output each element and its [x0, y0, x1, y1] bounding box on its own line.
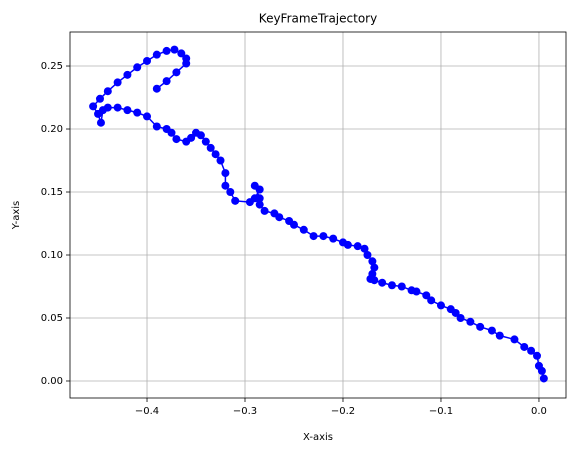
x-tick-label: −0.1	[429, 406, 453, 417]
point	[123, 106, 132, 115]
point	[231, 196, 240, 205]
point	[407, 286, 416, 295]
point	[182, 59, 191, 68]
x-tick-label: −0.3	[233, 406, 257, 417]
point	[456, 313, 465, 322]
y-tick-label: 0.10	[41, 250, 63, 261]
point	[299, 225, 308, 234]
point	[527, 346, 536, 355]
point	[201, 137, 210, 146]
point	[206, 143, 215, 152]
point	[211, 150, 220, 159]
point	[250, 181, 259, 190]
point	[495, 331, 504, 340]
x-axis-label: X-axis	[303, 432, 333, 443]
point	[123, 70, 132, 79]
point	[162, 125, 171, 134]
y-tick-label: 0.20	[41, 124, 63, 135]
point	[89, 102, 98, 111]
point	[94, 109, 103, 118]
point	[270, 209, 279, 218]
point	[397, 282, 406, 291]
y-tick-label: 0.05	[41, 313, 63, 324]
point	[387, 281, 396, 290]
point	[446, 305, 455, 314]
point	[353, 242, 362, 251]
point	[143, 112, 152, 121]
point	[476, 322, 485, 331]
point	[162, 46, 171, 55]
point	[255, 200, 264, 209]
trajectory-line	[92, 48, 545, 379]
point	[172, 68, 181, 77]
y-tick-label: 0.00	[41, 376, 63, 387]
point	[162, 77, 171, 86]
point	[245, 198, 254, 207]
point	[152, 122, 161, 131]
point	[113, 78, 122, 87]
point	[510, 335, 519, 344]
point	[255, 194, 264, 203]
point	[285, 216, 294, 225]
point	[466, 317, 475, 326]
chart-title: KeyFrameTrajectory	[259, 12, 377, 26]
point	[378, 278, 387, 287]
point	[172, 135, 181, 144]
x-tick-label: 0.0	[531, 406, 547, 417]
point	[192, 128, 201, 137]
x-tick-label: −0.4	[135, 406, 159, 417]
point	[487, 326, 496, 335]
point	[182, 137, 191, 146]
point	[152, 50, 161, 59]
point	[427, 296, 436, 305]
point	[143, 56, 152, 65]
point	[133, 63, 142, 72]
point	[534, 361, 543, 370]
point	[329, 234, 338, 243]
point	[260, 206, 269, 215]
point	[152, 84, 161, 93]
y-tick-label: 0.25	[41, 61, 63, 72]
point	[309, 232, 318, 241]
point	[539, 374, 548, 383]
point	[363, 251, 372, 260]
x-tick-label: −0.2	[331, 406, 355, 417]
point	[319, 232, 328, 241]
plot-frame	[69, 31, 567, 399]
point	[103, 87, 112, 96]
point	[422, 291, 431, 300]
point	[338, 238, 347, 247]
point	[177, 49, 186, 58]
point	[221, 169, 230, 178]
point	[520, 342, 529, 351]
point	[370, 263, 379, 272]
y-axis-label: Y-axis	[11, 201, 22, 231]
point	[95, 94, 104, 103]
y-tick-label: 0.15	[41, 187, 63, 198]
point	[221, 181, 230, 190]
point	[216, 156, 225, 165]
point	[360, 244, 369, 253]
point	[170, 45, 179, 54]
point	[532, 351, 541, 360]
point	[368, 269, 377, 278]
point	[436, 301, 445, 310]
point	[96, 118, 105, 127]
point	[133, 108, 142, 117]
point	[113, 103, 122, 112]
point	[368, 257, 377, 266]
point	[226, 188, 235, 197]
